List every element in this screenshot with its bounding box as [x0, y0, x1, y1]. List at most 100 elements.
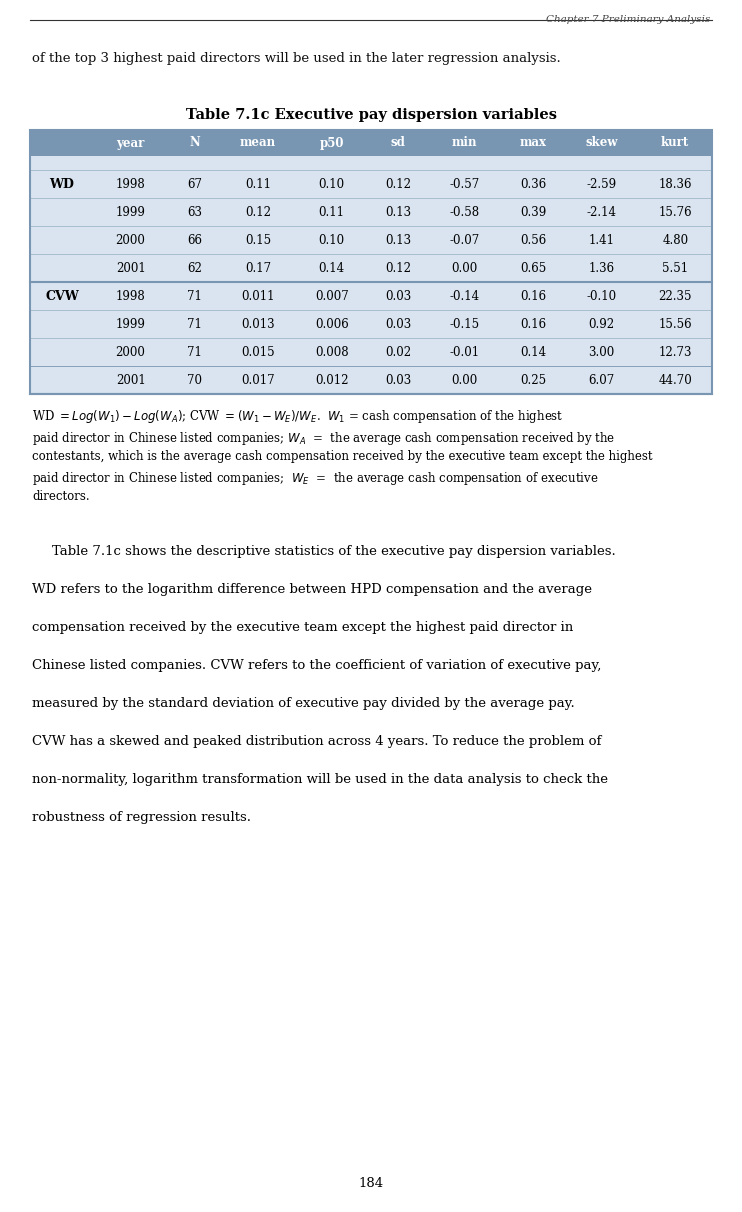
- Text: -2.59: -2.59: [586, 177, 617, 190]
- Text: 0.007: 0.007: [315, 290, 349, 303]
- Text: 0.012: 0.012: [315, 373, 349, 387]
- Text: WD: WD: [50, 177, 74, 190]
- Text: 4.80: 4.80: [662, 234, 689, 246]
- Text: 0.015: 0.015: [241, 345, 275, 359]
- Text: kurt: kurt: [661, 137, 689, 149]
- Text: 1999: 1999: [116, 206, 145, 218]
- Text: 0.11: 0.11: [319, 206, 345, 218]
- Text: 1.41: 1.41: [588, 234, 614, 246]
- Text: 0.11: 0.11: [245, 177, 271, 190]
- Bar: [30, 198, 712, 225]
- Text: 15.76: 15.76: [658, 206, 692, 218]
- Text: 2001: 2001: [116, 262, 145, 274]
- Text: sd: sd: [390, 137, 405, 149]
- Text: of the top 3 highest paid directors will be used in the later regression analysi: of the top 3 highest paid directors will…: [32, 52, 561, 65]
- Text: 18.36: 18.36: [658, 177, 692, 190]
- Text: non-normality, logarithm transformation will be used in the data analysis to che: non-normality, logarithm transformation …: [32, 773, 608, 787]
- Text: 0.14: 0.14: [520, 345, 546, 359]
- Text: mean: mean: [240, 137, 276, 149]
- Text: Chinese listed companies. CVW refers to the coefficient of variation of executiv: Chinese listed companies. CVW refers to …: [32, 659, 601, 671]
- Text: contestants, which is the average cash compensation received by the executive te: contestants, which is the average cash c…: [32, 450, 652, 463]
- Bar: [30, 130, 712, 156]
- Text: paid director in Chinese listed companies; $W_A$  =  the average cash compensati: paid director in Chinese listed companie…: [32, 430, 615, 447]
- Text: 5.51: 5.51: [662, 262, 689, 274]
- Text: year: year: [116, 137, 145, 149]
- Text: 2001: 2001: [116, 373, 145, 387]
- Text: 0.13: 0.13: [385, 234, 411, 246]
- Text: 12.73: 12.73: [658, 345, 692, 359]
- Text: 66: 66: [187, 234, 202, 246]
- Text: skew: skew: [585, 137, 618, 149]
- Text: 0.013: 0.013: [241, 318, 275, 331]
- Text: compensation received by the executive team except the highest paid director in: compensation received by the executive t…: [32, 621, 574, 634]
- Text: 22.35: 22.35: [658, 290, 692, 303]
- Text: 0.017: 0.017: [241, 373, 275, 387]
- Text: 3.00: 3.00: [588, 345, 614, 359]
- Text: -0.15: -0.15: [449, 318, 479, 331]
- Text: WD $= Log(W_1) - Log(W_A)$; CVW $= (W_1 - W_E)/W_E$.  $W_1$ = cash compensation : WD $= Log(W_1) - Log(W_A)$; CVW $= (W_1 …: [32, 408, 564, 425]
- Text: 0.39: 0.39: [520, 206, 546, 218]
- Text: 0.011: 0.011: [241, 290, 275, 303]
- Text: 1998: 1998: [116, 177, 145, 190]
- Text: -0.58: -0.58: [449, 206, 479, 218]
- Bar: [30, 366, 712, 394]
- Text: Chapter 7 Preliminary Analysis: Chapter 7 Preliminary Analysis: [545, 15, 710, 24]
- Text: 1.36: 1.36: [588, 262, 614, 274]
- Text: 71: 71: [187, 318, 202, 331]
- Text: robustness of regression results.: robustness of regression results.: [32, 811, 251, 824]
- Text: measured by the standard deviation of executive pay divided by the average pay.: measured by the standard deviation of ex…: [32, 697, 575, 710]
- Text: 0.12: 0.12: [385, 262, 411, 274]
- Text: WD refers to the logarithm difference between HPD compensation and the average: WD refers to the logarithm difference be…: [32, 583, 592, 596]
- Text: 2000: 2000: [116, 345, 145, 359]
- Text: -0.57: -0.57: [449, 177, 479, 190]
- Text: 0.13: 0.13: [385, 206, 411, 218]
- Text: Table 7.1c Executive pay dispersion variables: Table 7.1c Executive pay dispersion vari…: [186, 108, 556, 122]
- Text: 44.70: 44.70: [658, 373, 692, 387]
- Text: 0.12: 0.12: [385, 177, 411, 190]
- Text: -0.01: -0.01: [449, 345, 479, 359]
- Text: -0.14: -0.14: [449, 290, 479, 303]
- Text: min: min: [451, 137, 477, 149]
- Text: 0.56: 0.56: [520, 234, 546, 246]
- Text: 2000: 2000: [116, 234, 145, 246]
- Text: 15.56: 15.56: [658, 318, 692, 331]
- Text: 71: 71: [187, 345, 202, 359]
- Text: directors.: directors.: [32, 490, 90, 503]
- Text: 0.006: 0.006: [315, 318, 349, 331]
- Text: 67: 67: [187, 177, 202, 190]
- Text: 184: 184: [358, 1177, 384, 1190]
- Text: 0.17: 0.17: [245, 262, 272, 274]
- Text: 70: 70: [187, 373, 202, 387]
- Text: 0.12: 0.12: [245, 206, 271, 218]
- Text: 0.65: 0.65: [520, 262, 546, 274]
- Bar: [30, 130, 712, 394]
- Text: 0.00: 0.00: [451, 262, 477, 274]
- Bar: [30, 338, 712, 366]
- Text: N: N: [189, 137, 200, 149]
- Text: 0.03: 0.03: [385, 373, 411, 387]
- Text: 0.92: 0.92: [588, 318, 614, 331]
- Text: Table 7.1c shows the descriptive statistics of the executive pay dispersion vari: Table 7.1c shows the descriptive statist…: [52, 545, 616, 558]
- Bar: [30, 255, 712, 282]
- Text: 0.02: 0.02: [385, 345, 411, 359]
- Bar: [30, 170, 712, 198]
- Text: CVW has a skewed and peaked distribution across 4 years. To reduce the problem o: CVW has a skewed and peaked distribution…: [32, 734, 601, 748]
- Bar: [30, 156, 712, 170]
- Text: 0.15: 0.15: [245, 234, 272, 246]
- Text: 0.10: 0.10: [318, 177, 345, 190]
- Text: 62: 62: [187, 262, 202, 274]
- Text: 6.07: 6.07: [588, 373, 614, 387]
- Text: 0.03: 0.03: [385, 290, 411, 303]
- Text: 0.008: 0.008: [315, 345, 349, 359]
- Text: 0.36: 0.36: [520, 177, 546, 190]
- Text: paid director in Chinese listed companies;  $W_E$  =  the average cash compensat: paid director in Chinese listed companie…: [32, 470, 599, 487]
- Text: 1999: 1999: [116, 318, 145, 331]
- Text: -2.14: -2.14: [587, 206, 617, 218]
- Text: p50: p50: [320, 137, 344, 149]
- Bar: [30, 282, 712, 310]
- Text: 0.25: 0.25: [520, 373, 546, 387]
- Text: 1998: 1998: [116, 290, 145, 303]
- Text: CVW: CVW: [45, 290, 79, 303]
- Text: 0.16: 0.16: [520, 290, 546, 303]
- Text: max: max: [519, 137, 546, 149]
